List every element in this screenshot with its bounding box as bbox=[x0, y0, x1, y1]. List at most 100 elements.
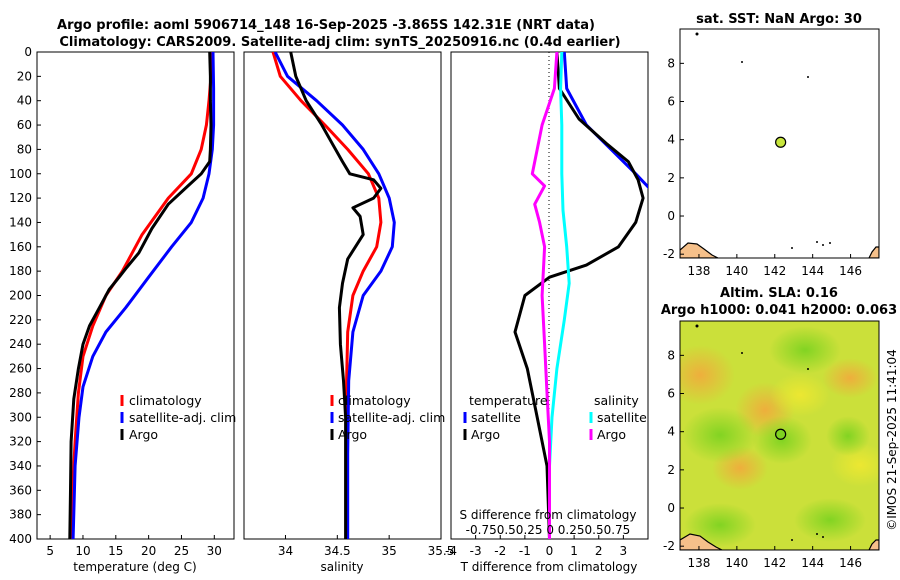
x-tick-label: -3 bbox=[470, 544, 482, 558]
x-tick-label: -2 bbox=[494, 544, 506, 558]
island bbox=[741, 61, 743, 63]
y-tick-label: 0 bbox=[24, 45, 32, 59]
temperature-legend: climatology satellite-adj. clim Argo bbox=[120, 393, 236, 442]
x-tick-label: -4 bbox=[445, 544, 457, 558]
copyright-timestamp: ©IMOS 21-Sep-2025 11:41:04 bbox=[885, 349, 899, 531]
coastline-se bbox=[868, 246, 879, 258]
y-tick-label: 2 bbox=[667, 171, 675, 185]
x-tick-label: 35.5 bbox=[428, 544, 455, 558]
temperature-xlabel: temperature (deg C) bbox=[73, 560, 196, 574]
sla-map-subtitle: Argo h1000: 0.041 h2000: 0.063 bbox=[661, 303, 897, 318]
s-difference-label: S difference from climatology bbox=[460, 508, 637, 522]
legend-s-satellite-label: satellite bbox=[597, 410, 647, 425]
y-tick-label: 280 bbox=[9, 386, 32, 400]
island bbox=[695, 324, 699, 328]
x-tick-label: -1 bbox=[519, 544, 531, 558]
x-tick-label: 144 bbox=[801, 556, 824, 570]
island bbox=[822, 536, 824, 538]
series-s-satellite bbox=[548, 52, 571, 539]
temperature-tick-labels: 5 10 15 20 25 30 bbox=[46, 535, 222, 558]
island bbox=[695, 32, 699, 36]
figure-title-line1: Argo profile: aoml 5906714_148 16-Sep-20… bbox=[57, 18, 595, 33]
y-tick-label: 0 bbox=[667, 501, 675, 515]
island bbox=[807, 368, 809, 370]
island bbox=[807, 76, 809, 78]
legend-temperature-header: temperature bbox=[469, 393, 548, 408]
difference-panel: -4 -3 -2 -1 0 1 2 3 T difference from climatolo… bbox=[445, 51, 649, 574]
x-tick-label: 5 bbox=[46, 544, 54, 558]
series-climatology bbox=[271, 52, 383, 539]
x-tick-label: 15 bbox=[108, 544, 123, 558]
legend-climatology-label: climatology bbox=[129, 393, 202, 408]
x-tick-label: 3 bbox=[620, 544, 628, 558]
x-tick-label: 146 bbox=[839, 556, 862, 570]
legend-t-argo-label: Argo bbox=[471, 427, 500, 442]
y-tick-label: 140 bbox=[9, 215, 32, 229]
x-tick-label: 20 bbox=[141, 544, 156, 558]
y-tick-label: 220 bbox=[9, 313, 32, 327]
y-tick-label: 80 bbox=[17, 142, 32, 156]
sst-map-axes bbox=[679, 28, 880, 259]
legend-s-argo-label: Argo bbox=[597, 427, 626, 442]
y-tick-label: 360 bbox=[9, 483, 32, 497]
island bbox=[816, 241, 818, 243]
coastline-se bbox=[868, 539, 879, 550]
island bbox=[791, 247, 793, 249]
figure-title-line2: Climatology: CARS2009. Satellite-adj cli… bbox=[59, 35, 620, 50]
y-tick-label: 100 bbox=[9, 167, 32, 181]
sst-map-tick-labels: 138 140 142 144 146 -2 0 2 4 6 8 bbox=[663, 56, 862, 278]
salinity-panel: 34 34.5 35 35.5 salinity climatology satell… bbox=[243, 51, 455, 574]
y-tick-label: 40 bbox=[17, 94, 32, 108]
y-tick-label: 240 bbox=[9, 337, 32, 351]
island bbox=[829, 242, 831, 244]
legend-satellite-label: satellite-adj. clim bbox=[129, 410, 236, 425]
series-t-satellite bbox=[562, 52, 648, 189]
x-tick-label: 138 bbox=[687, 556, 710, 570]
x-tick-label: 35 bbox=[382, 544, 397, 558]
series-climatology bbox=[69, 52, 213, 539]
sla-map-axes bbox=[679, 320, 880, 551]
x-tick-label: 30 bbox=[207, 544, 222, 558]
temperature-lines bbox=[68, 52, 216, 539]
x-tick-label: 1 bbox=[570, 544, 578, 558]
x-tick-label: 34 bbox=[278, 544, 293, 558]
y-tick-label: 0 bbox=[667, 209, 675, 223]
y-tick-label: 8 bbox=[667, 56, 675, 70]
sla-map-panel: Altim. SLA: 0.16 Argo h1000: 0.041 h2000… bbox=[661, 286, 897, 570]
legend-climatology-label: climatology bbox=[338, 393, 411, 408]
coastline-sw bbox=[680, 533, 723, 550]
x-tick-label: 25 bbox=[174, 544, 189, 558]
y-tick-label: 6 bbox=[667, 387, 675, 401]
x-tick-label: 0 bbox=[546, 544, 554, 558]
coastline-sw bbox=[680, 242, 719, 258]
y-tick-label: 320 bbox=[9, 435, 32, 449]
salinity-lines bbox=[271, 52, 396, 539]
sst-map-title: sat. SST: NaN Argo: 30 bbox=[696, 12, 862, 27]
series-satellite-adj-clim bbox=[71, 52, 216, 539]
series-argo bbox=[289, 52, 383, 539]
y-tick-label: -2 bbox=[663, 247, 675, 261]
y-tick-label: 400 bbox=[9, 532, 32, 546]
x-tick-label: 2 bbox=[595, 544, 603, 558]
difference-lines bbox=[513, 52, 648, 539]
y-tick-label: 60 bbox=[17, 118, 32, 132]
salinity-xlabel: salinity bbox=[320, 560, 363, 574]
temperature-panel: 0 20 40 60 80 100 120 140 160 180 200 220 240 260 280 3… bbox=[9, 45, 236, 574]
series-satellite-adj-clim bbox=[273, 52, 396, 539]
y-tick-label: 300 bbox=[9, 410, 32, 424]
salinity-axes bbox=[243, 51, 442, 540]
x-tick-label: 138 bbox=[687, 264, 710, 278]
y-tick-label: 20 bbox=[17, 69, 32, 83]
y-tick-label: 8 bbox=[667, 348, 675, 362]
sst-map-markers bbox=[775, 136, 787, 148]
depth-tick-labels: 0 20 40 60 80 100 120 140 160 180 200 220 240 260 280 3… bbox=[9, 45, 41, 546]
sla-map-markers bbox=[775, 428, 787, 440]
x-tick-label: 140 bbox=[725, 556, 748, 570]
legend-salinity-header: salinity bbox=[594, 393, 639, 408]
island bbox=[791, 539, 793, 541]
sla-map-tick-labels: 138 140 142 144 146 -2 0 2 4 6 8 bbox=[663, 348, 862, 570]
y-tick-label: 180 bbox=[9, 264, 32, 278]
island bbox=[816, 533, 818, 535]
x-tick-label: 10 bbox=[75, 544, 90, 558]
